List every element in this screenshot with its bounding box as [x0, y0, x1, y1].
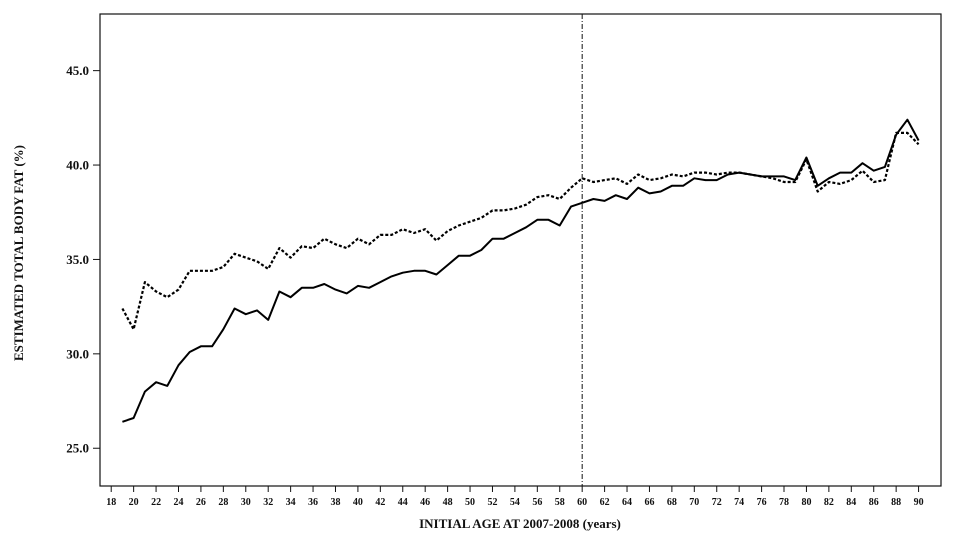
- y-tick-label: 45.0: [66, 63, 89, 78]
- x-tick-label: 90: [914, 497, 924, 508]
- series-solid-line: [122, 118, 920, 423]
- x-tick-label: 36: [308, 497, 318, 508]
- x-tick-label: 74: [734, 497, 744, 508]
- x-axis: 18 20 22 24 26 28 30 32 34 36 38 40 42 44 46 48 50 52 54 56…: [106, 486, 924, 508]
- x-tick-label: 30: [241, 497, 251, 508]
- x-tick-label: 66: [644, 497, 654, 508]
- x-tick-label: 84: [846, 497, 856, 508]
- x-tick-label: 20: [129, 497, 139, 508]
- x-tick-label: 68: [667, 497, 677, 508]
- x-tick-label: 82: [824, 497, 834, 508]
- y-tick-label: 35.0: [66, 252, 89, 267]
- x-tick-label: 42: [375, 497, 385, 508]
- x-tick-label: 44: [398, 497, 408, 508]
- x-tick-label: 58: [555, 497, 565, 508]
- plot-frame: [99, 13, 942, 487]
- x-tick-label: 46: [420, 497, 430, 508]
- x-tick-label: 40: [353, 497, 363, 508]
- y-tick-label: 25.0: [66, 441, 89, 456]
- x-tick-label: 50: [465, 497, 475, 508]
- x-tick-label: 52: [487, 497, 497, 508]
- x-tick-label: 54: [510, 497, 520, 508]
- y-tick-label: 40.0: [66, 158, 89, 173]
- x-tick-label: 76: [757, 497, 767, 508]
- x-tick-label: 86: [869, 497, 879, 508]
- x-tick-label: 22: [151, 497, 161, 508]
- x-tick-label: 28: [218, 497, 228, 508]
- x-tick-label: 26: [196, 497, 206, 508]
- x-tick-label: 60: [577, 497, 587, 508]
- x-tick-label: 88: [891, 497, 901, 508]
- x-tick-label: 32: [263, 497, 273, 508]
- x-tick-label: 62: [600, 497, 610, 508]
- y-axis-title: ESTIMATED TOTAL BODY FAT (%): [11, 145, 26, 361]
- y-axis: 25.0 30.0 35.0 40.0 45.0: [66, 63, 100, 456]
- x-tick-label: 34: [286, 497, 296, 508]
- x-tick-label: 80: [801, 497, 811, 508]
- x-tick-label: 48: [443, 497, 453, 508]
- x-tick-label: 56: [532, 497, 542, 508]
- x-tick-label: 78: [779, 497, 789, 508]
- x-tick-label: 70: [689, 497, 699, 508]
- x-tick-label: 64: [622, 497, 632, 508]
- series-dotted-line: [121, 131, 920, 331]
- x-tick-label: 24: [173, 497, 183, 508]
- x-tick-label: 18: [106, 497, 116, 508]
- y-tick-label: 30.0: [66, 346, 89, 361]
- x-tick-label: 38: [330, 497, 340, 508]
- x-axis-title: INITIAL AGE AT 2007-2008 (years): [419, 516, 621, 531]
- x-tick-label: 72: [712, 497, 722, 508]
- series-layer: [121, 118, 920, 423]
